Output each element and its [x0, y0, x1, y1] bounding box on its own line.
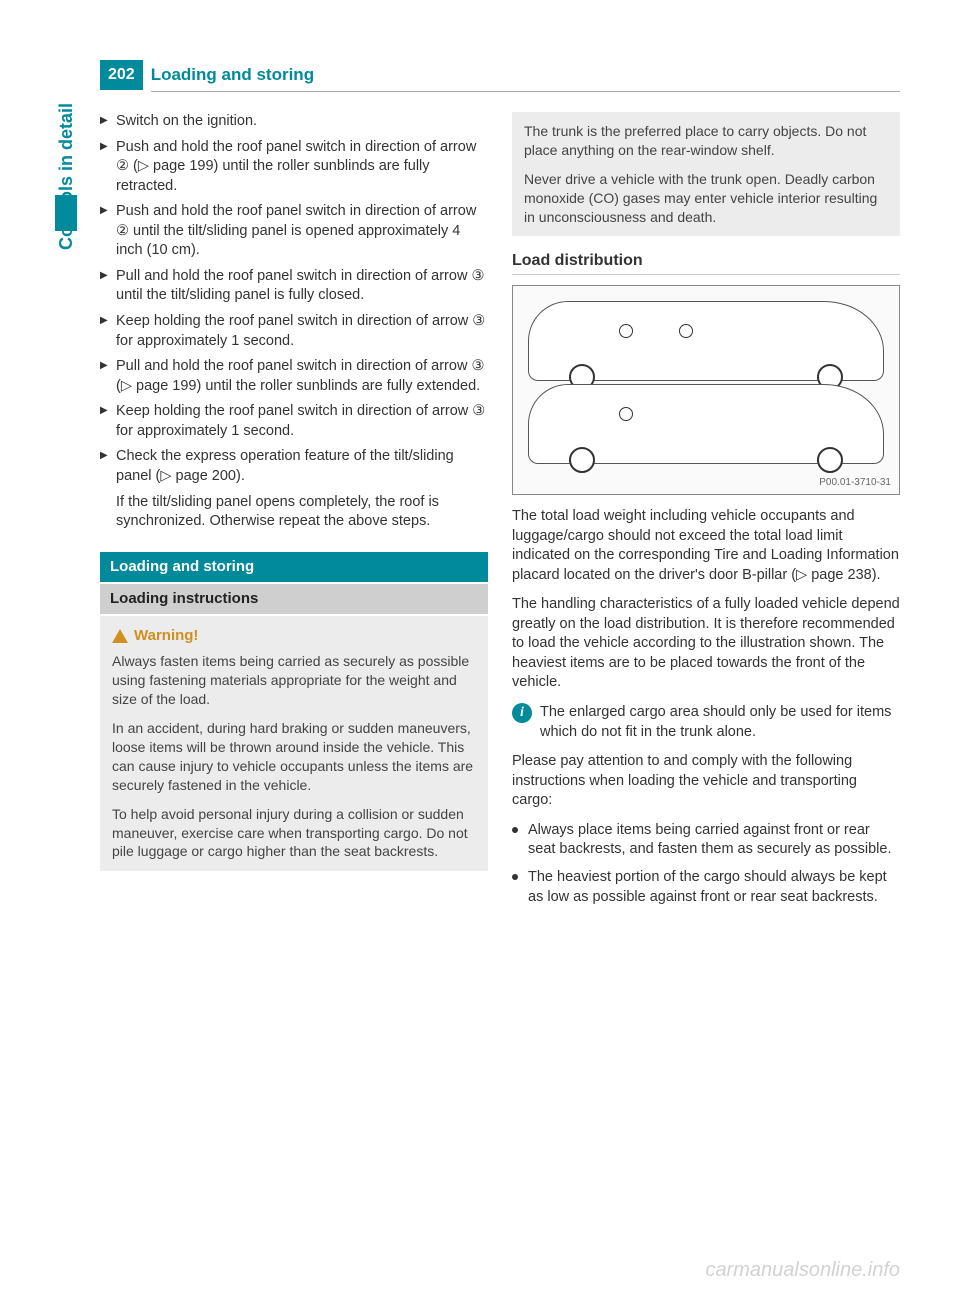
- right-column: The trunk is the preferred place to carr…: [512, 112, 900, 915]
- occupant-icon: [619, 324, 633, 338]
- step-item: Pull and hold the roof panel switch in d…: [100, 267, 488, 306]
- wheel-icon: [817, 447, 843, 473]
- bullet-item: The heaviest portion of the cargo should…: [512, 868, 900, 907]
- figure-code: P00.01-3710-31: [819, 476, 891, 490]
- warning-paragraph: The trunk is the preferred place to carr…: [524, 122, 888, 160]
- content-columns: Switch on the ignition. Push and hold th…: [100, 112, 900, 915]
- subsection-heading: Loading instructions: [100, 584, 488, 614]
- step-item: Push and hold the roof panel switch in d…: [100, 138, 488, 197]
- body-paragraph: The handling characteristics of a fully …: [512, 595, 900, 693]
- page-number: 202: [100, 60, 143, 90]
- bullet-item: Always place items being carried against…: [512, 821, 900, 860]
- info-icon: i: [512, 703, 532, 723]
- body-paragraph: The total load weight including vehicle …: [512, 507, 900, 585]
- occupant-icon: [679, 324, 693, 338]
- warning-paragraph: In an accident, during hard braking or s…: [112, 719, 476, 795]
- body-paragraph: Please pay attention to and comply with …: [512, 752, 900, 811]
- step-item: Keep holding the roof panel switch in di…: [100, 312, 488, 351]
- warning-label: Warning!: [134, 626, 198, 646]
- loading-bullet-list: Always place items being carried against…: [512, 821, 900, 907]
- load-distribution-figure: P00.01-3710-31: [512, 285, 900, 495]
- header-title: Loading and storing: [151, 60, 900, 92]
- wheel-icon: [569, 447, 595, 473]
- side-tab-label: Controls in detail: [54, 103, 78, 250]
- car-silhouette-top: [528, 301, 884, 381]
- warning-paragraph: Always fasten items being carried as sec…: [112, 652, 476, 709]
- step-followup: If the tilt/sliding panel opens complete…: [100, 493, 488, 532]
- step-item: Push and hold the roof panel switch in d…: [100, 202, 488, 261]
- occupant-icon: [619, 407, 633, 421]
- load-distribution-heading: Load distribution: [512, 250, 900, 275]
- step-item: Check the express operation feature of t…: [100, 447, 488, 486]
- step-item: Switch on the ignition.: [100, 112, 488, 132]
- warning-box-continued: The trunk is the preferred place to carr…: [512, 112, 900, 236]
- warning-paragraph: Never drive a vehicle with the trunk ope…: [524, 170, 888, 227]
- section-heading: Loading and storing: [100, 552, 488, 582]
- warning-triangle-icon: [112, 629, 128, 643]
- warning-title: Warning!: [112, 626, 476, 646]
- page-header: 202 Loading and storing: [100, 60, 900, 92]
- warning-paragraph: To help avoid personal injury during a c…: [112, 805, 476, 862]
- info-note: i The enlarged cargo area should only be…: [512, 703, 900, 742]
- warning-box: Warning! Always fasten items being carri…: [100, 616, 488, 871]
- step-item: Keep holding the roof panel switch in di…: [100, 402, 488, 441]
- manual-page: Controls in detail 202 Loading and stori…: [0, 0, 960, 1302]
- watermark: carmanualsonline.info: [705, 1257, 900, 1284]
- info-text: The enlarged cargo area should only be u…: [540, 703, 900, 742]
- procedure-steps: Switch on the ignition. Push and hold th…: [100, 112, 488, 487]
- left-column: Switch on the ignition. Push and hold th…: [100, 112, 488, 915]
- step-item: Pull and hold the roof panel switch in d…: [100, 357, 488, 396]
- car-silhouette-bottom: [528, 384, 884, 464]
